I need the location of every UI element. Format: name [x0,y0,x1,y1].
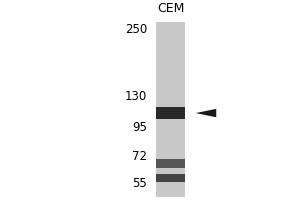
Bar [156,107,185,119]
Polygon shape [196,109,216,117]
Bar [156,174,185,182]
Text: 95: 95 [132,121,147,134]
Bar [156,159,185,168]
Bar [156,22,185,197]
Text: 130: 130 [125,90,147,103]
Text: 72: 72 [132,150,147,163]
Text: CEM: CEM [157,2,184,15]
Text: 250: 250 [125,23,147,36]
Text: 55: 55 [132,177,147,190]
